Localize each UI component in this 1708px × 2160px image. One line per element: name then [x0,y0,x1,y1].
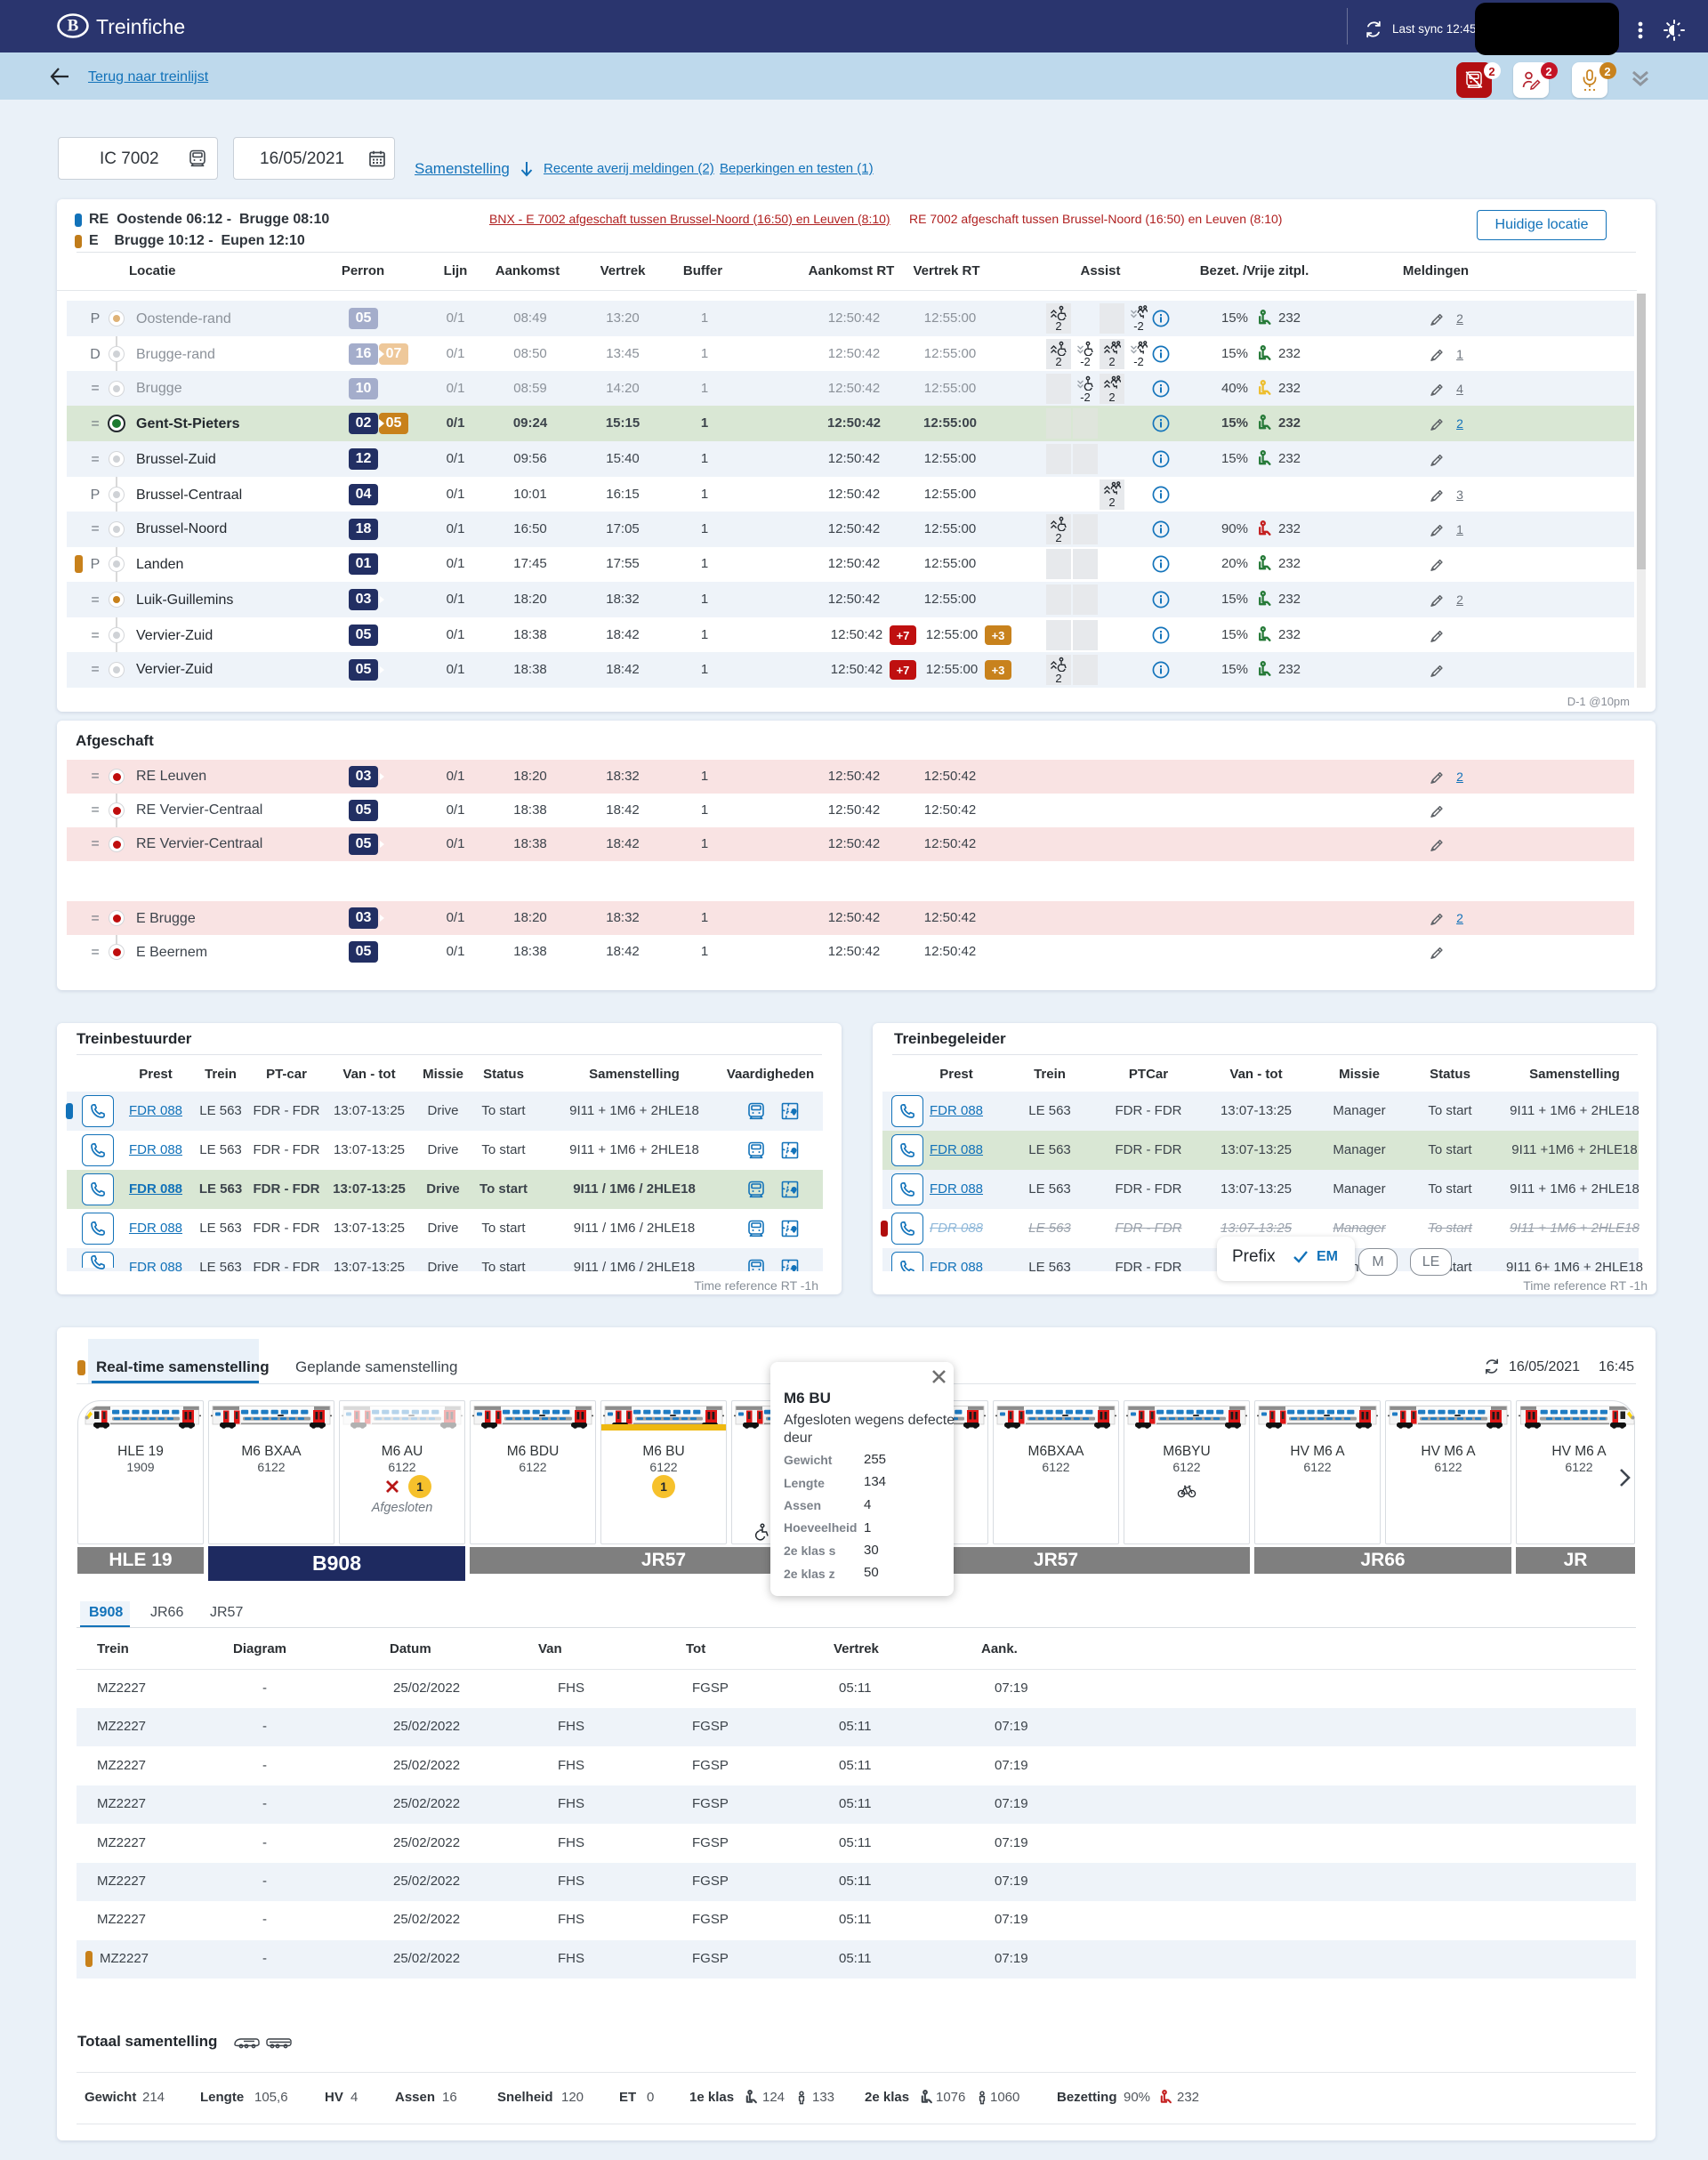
svg-text:B: B [68,17,79,36]
